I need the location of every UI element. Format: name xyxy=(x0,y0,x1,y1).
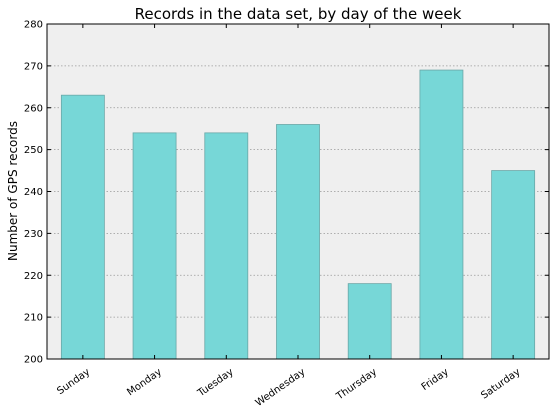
y-tick-label: 220 xyxy=(24,271,43,282)
bar-monday xyxy=(133,133,176,359)
bar-friday xyxy=(420,70,463,359)
y-tick-label: 240 xyxy=(24,187,43,198)
bar-tuesday xyxy=(205,133,248,359)
y-tick-label: 260 xyxy=(24,103,43,114)
y-tick-label: 270 xyxy=(24,61,43,72)
x-tick-label-monday: Monday xyxy=(125,367,164,399)
bar-saturday xyxy=(492,171,535,359)
bar-thursday xyxy=(348,284,391,359)
x-tick-label-friday: Friday xyxy=(420,367,451,393)
x-tick-label-tuesday: Tuesday xyxy=(195,367,236,400)
x-tick-label-wednesday: Wednesday xyxy=(254,367,308,409)
chart-title: Records in the data set, by day of the w… xyxy=(135,5,462,23)
y-tick-label: 210 xyxy=(24,313,43,324)
y-tick-label: 200 xyxy=(24,355,43,366)
y-tick-label: 250 xyxy=(24,145,43,156)
y-axis-label: Number of GPS records xyxy=(6,121,20,261)
bar-wednesday xyxy=(276,125,319,360)
y-tick-label: 230 xyxy=(24,229,43,240)
x-tick-label-sunday: Sunday xyxy=(55,367,92,398)
x-tick-label-saturday: Saturday xyxy=(479,367,522,402)
x-tick-label-thursday: Thursday xyxy=(334,367,379,403)
y-tick-label: 280 xyxy=(24,20,43,31)
bar-sunday xyxy=(61,95,104,359)
